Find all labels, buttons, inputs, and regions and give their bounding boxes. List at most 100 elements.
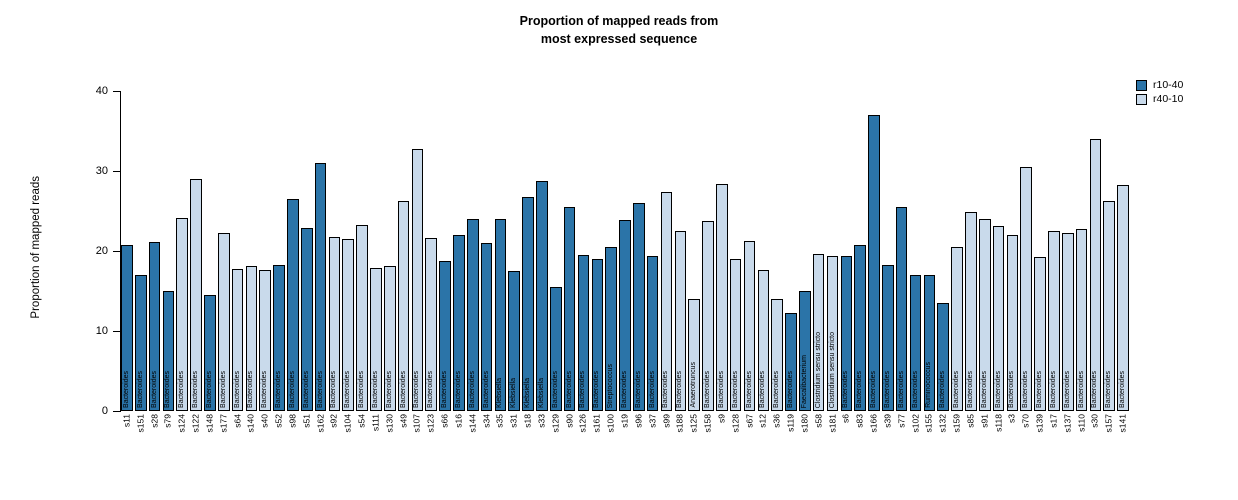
bar-s132: Bacteroides: [936, 91, 950, 411]
x-tick-label: s180: [799, 414, 810, 433]
bar-rect: [1103, 200, 1116, 411]
x-tick-label: s58: [813, 414, 824, 428]
bar-rect: [743, 241, 756, 411]
x-tick-label: s118: [992, 414, 1003, 432]
bar-taxon-label: Bacteroides: [911, 371, 919, 408]
chart-title-line1: Proportion of mapped reads from: [519, 14, 719, 28]
x-tick-label: s100: [605, 414, 616, 433]
bar-taxon-label: Bacteroides: [787, 371, 795, 408]
bar-rect: [162, 291, 175, 411]
bar-taxon-label: Bacteroides: [1063, 371, 1071, 408]
bar-rect: [660, 191, 673, 411]
bar-rect: [729, 259, 742, 411]
bar-rect: [466, 219, 479, 411]
x-tick-label: s11: [121, 414, 132, 428]
bar-s91: Bacteroides: [978, 91, 992, 411]
bar-taxon-label: Bacteroides: [372, 371, 380, 408]
bar-s6: Bacteroides: [839, 91, 853, 411]
bar-s144: Bacteroides: [466, 91, 480, 411]
bar-rect: [633, 203, 645, 411]
bar-taxon-label: Bacteroides: [192, 371, 200, 408]
bar-taxon-label: Bacteroides: [385, 371, 393, 408]
bar-s19: Bacteroides: [618, 91, 632, 411]
x-tick-label: s125: [688, 414, 699, 433]
bar-rect: [245, 266, 258, 411]
bar-taxon-label: Klebsiella: [510, 378, 518, 408]
x-tick-label: s34: [480, 414, 491, 428]
bar-rect: [453, 235, 465, 411]
x-tick-label: s123: [425, 414, 436, 433]
bar-rect: [951, 247, 963, 411]
x-tick-label: s49: [397, 414, 408, 428]
y-tick-mark: [113, 411, 120, 412]
x-tick-label: s104: [342, 414, 353, 433]
bar-rect: [812, 254, 825, 411]
bar-rect: [190, 179, 202, 411]
x-tick-label: s70: [1020, 414, 1031, 428]
bar-taxon-label: Bacteroides: [123, 371, 131, 408]
bar-taxon-label: Bacteroides: [399, 371, 407, 408]
y-tick-label: 0: [101, 405, 108, 417]
bar-taxon-label: Bacteroides: [870, 371, 878, 408]
bar-taxon-label: Bacteroides: [441, 371, 449, 408]
x-tick-label: s122: [190, 414, 201, 433]
bar-taxon-label: Bacteroides: [427, 371, 435, 408]
bar-taxon-label: Bacteroides: [302, 371, 310, 408]
x-tick-label: s181: [826, 414, 837, 433]
bar-taxon-label: Bacteroides: [206, 371, 214, 408]
x-tick-label: s66: [439, 414, 450, 428]
legend-label-r40-10: r40-10: [1153, 93, 1184, 105]
bar-rect: [494, 219, 507, 411]
bar-taxon-label: Bacteroides: [275, 371, 283, 408]
chart-title-line2: most expressed sequence: [540, 31, 698, 46]
bar-rect: [287, 199, 299, 411]
bar-taxon-label: Bacteroides: [413, 371, 421, 408]
bar-s77: Bacteroides: [895, 91, 909, 411]
bar-rect: [909, 275, 922, 411]
bar-taxon-label: Ruminococcus: [925, 362, 933, 408]
bar-rect: [965, 211, 977, 411]
x-tick-label: s159: [951, 414, 962, 433]
bar-taxon-label: Bacteroides: [289, 371, 297, 408]
bar-rect: [978, 219, 991, 411]
bar-s66: Bacteroides: [438, 91, 452, 411]
bar-s130: Bacteroides: [383, 91, 397, 411]
bar-rect: [882, 264, 894, 411]
bar-rect: [826, 255, 839, 411]
x-tick-label: s119: [785, 414, 796, 432]
bar-rect: [1020, 167, 1033, 411]
bar-s92: Bacteroides: [328, 91, 342, 411]
x-tick-label: s35: [494, 414, 505, 428]
bar-taxon-label: Anaerotruncus: [690, 362, 698, 408]
x-tick-label: s91: [979, 414, 990, 428]
bar-taxon-label: Bacteroides: [662, 371, 670, 408]
bar-rect: [854, 244, 866, 411]
bar-s83: Bacteroides: [853, 91, 867, 411]
bar-s151: Bacteroides: [134, 91, 148, 411]
bar-taxon-label: Bacteroides: [856, 371, 864, 408]
bar-rect: [591, 259, 604, 411]
bar-taxon-label: Bacteroides: [717, 371, 725, 408]
x-tick-label: s37: [646, 414, 657, 428]
x-tick-label: s6: [840, 414, 851, 423]
bar-taxon-label: Bacteroides: [842, 371, 850, 408]
bar-rect: [411, 148, 424, 411]
bar-s139: Bacteroides: [1033, 91, 1047, 411]
bar-taxon-label: Bacteroides: [773, 371, 781, 408]
x-tick-label: s132: [937, 414, 948, 433]
bar-rect: [1061, 232, 1074, 411]
bar-taxon-label: Bacteroides: [164, 371, 172, 408]
bar-rect: [314, 163, 327, 411]
x-tick-label: s54: [356, 414, 367, 428]
bar-s35: Klebsiella: [494, 91, 508, 411]
bar-s99: Bacteroides: [660, 91, 674, 411]
bar-taxon-label: Bacteroides: [621, 371, 629, 408]
x-tick-label: s28: [148, 414, 159, 428]
bar-taxon-label: Bacteroides: [1077, 371, 1085, 408]
x-tick-label: s137: [1062, 414, 1073, 433]
y-tick-label: 30: [95, 165, 108, 177]
bar-taxon-label: Bacteroides: [676, 371, 684, 408]
bar-taxon-label: Bacteroides: [745, 371, 753, 408]
x-tick-label: s158: [702, 414, 713, 433]
x-tick-label: s30: [1089, 414, 1100, 428]
